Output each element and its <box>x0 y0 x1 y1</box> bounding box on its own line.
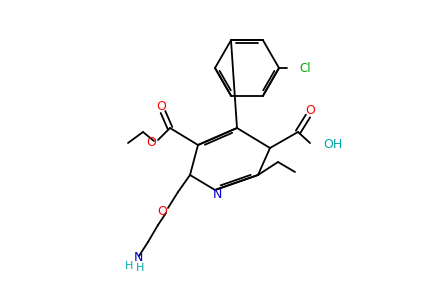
Text: N: N <box>212 189 221 201</box>
Text: H: H <box>135 263 144 273</box>
Text: N: N <box>133 251 142 265</box>
Text: OH: OH <box>322 139 341 152</box>
Text: O: O <box>304 104 314 117</box>
Text: O: O <box>157 205 166 218</box>
Text: O: O <box>156 100 166 113</box>
Text: Cl: Cl <box>298 61 310 75</box>
Text: H: H <box>125 261 133 271</box>
Text: O: O <box>146 137 156 150</box>
